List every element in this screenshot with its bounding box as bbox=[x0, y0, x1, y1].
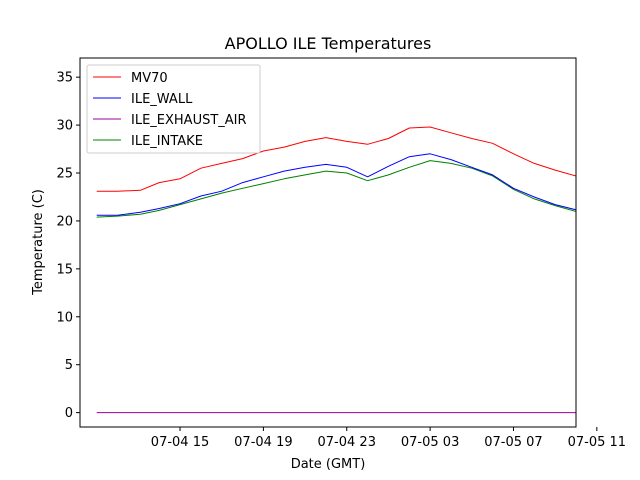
series-line-ile-wall bbox=[96, 153, 576, 216]
series-line-mv70 bbox=[96, 126, 576, 192]
y-tick-label: 5 bbox=[65, 358, 73, 373]
legend: MV70 ILE_WALL ILE_EXHAUST_AIR ILE_INTAKE bbox=[86, 64, 261, 154]
y-tick-label: 0 bbox=[65, 406, 73, 421]
legend-box bbox=[86, 64, 261, 154]
y-tick-label: 10 bbox=[56, 310, 73, 325]
x-tick-label: 07-05 03 bbox=[401, 435, 459, 450]
y-tick-label: 35 bbox=[56, 71, 73, 86]
x-tick-label: 07-05 07 bbox=[484, 435, 542, 450]
series-layer bbox=[96, 126, 576, 414]
x-tick-label: 07-04 19 bbox=[234, 435, 292, 450]
series-line-ile-intake bbox=[96, 160, 576, 218]
legend-entry: ILE_EXHAUST_AIR bbox=[131, 113, 247, 128]
x-tick-label: 07-05 11 bbox=[568, 435, 626, 450]
y-tick-label: 30 bbox=[56, 119, 73, 134]
chart-title: APOLLO ILE Temperatures bbox=[225, 34, 432, 53]
y-axis-label: Temperature (C) bbox=[31, 189, 46, 296]
x-tick-label: 07-04 15 bbox=[151, 435, 209, 450]
y-tick-label: 15 bbox=[56, 262, 73, 277]
x-axis-label: Date (GMT) bbox=[291, 457, 366, 472]
legend-entry: MV70 bbox=[131, 71, 168, 86]
y-tick-label: 25 bbox=[56, 167, 73, 182]
plot-frame bbox=[79, 57, 577, 428]
y-tick-label: 20 bbox=[56, 214, 73, 229]
legend-entry: ILE_INTAKE bbox=[131, 134, 203, 149]
axis-ticks: 0 5 10 15 20 25 30 35 07-04 15 07-04 19 07-04 23 07… bbox=[56, 71, 626, 450]
x-tick-label: 07-04 23 bbox=[318, 435, 376, 450]
legend-entry: ILE_WALL bbox=[131, 92, 193, 107]
